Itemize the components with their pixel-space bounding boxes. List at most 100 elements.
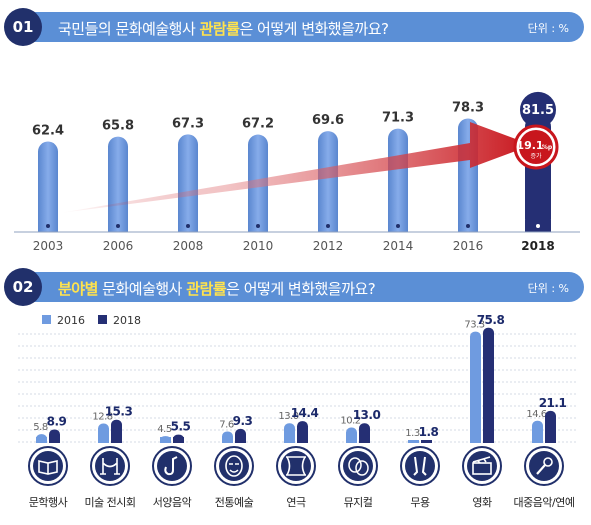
bar-base: [235, 437, 246, 443]
value-label-2016: 7.6: [219, 419, 234, 430]
section2-unit: 단위 : %: [527, 282, 569, 295]
bar-2016: [470, 331, 481, 443]
year-tick-label: 2014: [383, 239, 414, 253]
bar-base: [49, 437, 60, 443]
value-label-2018: 15.3: [105, 405, 133, 419]
legend-label: 2016: [57, 314, 85, 327]
bar-2018: [483, 327, 494, 443]
film-clapper-icon: [462, 446, 502, 486]
field-bar-group: 4.55.5: [157, 420, 191, 443]
bar-base: [421, 440, 432, 443]
trend-value-label: 67.2: [242, 117, 274, 132]
field-bar-group: 10.213.0: [340, 408, 381, 443]
increase-value: 19.1: [516, 139, 543, 152]
value-label-2018: 75.8: [477, 313, 505, 327]
bar-base: [470, 437, 481, 443]
field-category-label: 서양음악: [153, 496, 192, 509]
theater-curtain-icon: [276, 446, 316, 486]
increase-badge: 19.1 %p 증가: [513, 124, 559, 170]
trend-value-label: 78.3: [452, 100, 484, 115]
value-label-2018: 1.8: [419, 425, 439, 439]
bar-base: [359, 437, 370, 443]
section1-title-bar: [28, 12, 584, 42]
bar-base: [222, 437, 233, 443]
value-label-2018: 8.9: [47, 414, 67, 428]
bar-base: [173, 437, 184, 443]
year-tick-label: 2016: [453, 239, 484, 253]
legend-item: 2016: [42, 314, 85, 327]
bar-base: [36, 437, 47, 443]
legend-label: 2018: [113, 314, 141, 327]
trend-bar: [38, 141, 58, 232]
field-category-label: 영화: [472, 496, 492, 509]
bar-base: [297, 437, 308, 443]
field-bar-group: 1.31.8: [405, 425, 439, 443]
trend-bar-group: 78.3: [452, 100, 484, 232]
value-label-2016: 14.6: [526, 409, 546, 420]
value-label-2016: 73.3: [464, 320, 484, 331]
value-label-2016: 4.5: [157, 424, 172, 435]
bar-base: [111, 437, 122, 443]
section1-number-badge: 01: [4, 8, 42, 46]
bar-base: [346, 437, 357, 443]
section1-title: 국민들의 문화예술행사 관람률은 어떻게 변화했을까요?: [58, 20, 389, 38]
year-tick-label: 2010: [243, 239, 274, 253]
trend-bar-dot: [536, 224, 540, 228]
bar-base: [483, 437, 494, 443]
field-category-label: 전통예술: [215, 496, 254, 509]
section2-title: 분야별 문화예술행사 관람률은 어떻게 변화했을까요?: [58, 280, 376, 298]
trend-value-label: 69.6: [312, 113, 344, 128]
trend-bar-dot: [466, 224, 470, 228]
trend-value-label: 65.8: [102, 119, 134, 134]
value-label-2016: 12.8: [92, 412, 112, 423]
increase-unit: %p: [542, 144, 553, 151]
trend-bar-group: 65.8: [102, 119, 134, 232]
section2-title-bar: [28, 272, 584, 302]
field-category-label: 미술 전시회: [84, 496, 135, 509]
highlight-value-bubble: [520, 91, 556, 128]
field-category-label: 무용: [410, 496, 430, 509]
value-label-2018: 14.4: [291, 406, 319, 420]
musical-masks-icon: [338, 446, 378, 486]
legend-swatch: [98, 315, 107, 324]
trend-bar-dot: [46, 224, 50, 228]
year-tick-label: 2003: [33, 239, 64, 253]
value-label-2018: 5.5: [171, 420, 191, 434]
year-tick-label: 2012: [313, 239, 344, 253]
bar-base: [532, 437, 543, 443]
bar-base: [284, 437, 295, 443]
bar-base: [545, 437, 556, 443]
legend-item: 2018: [98, 314, 141, 327]
trend-bar-dot: [396, 224, 400, 228]
traditional-mask-icon: [214, 446, 254, 486]
trend-bar-group: 67.3: [172, 116, 204, 232]
microphone-icon: [524, 446, 564, 486]
value-label-2016: 5.8: [33, 422, 48, 433]
value-label-2018: 13.0: [353, 408, 381, 422]
field-bar-group: 13.014.4: [278, 406, 319, 443]
trend-bar: [178, 134, 198, 232]
increase-label: 증가: [530, 152, 542, 160]
field-bar-group: 7.69.3: [219, 414, 253, 443]
field-bar-group: 14.621.1: [526, 396, 567, 443]
bar-base: [98, 437, 109, 443]
section2-banner: 02 분야별 문화예술행사 관람률은 어떻게 변화했을까요? 단위 : %: [0, 266, 591, 306]
section1-unit: 단위 : %: [527, 22, 569, 35]
viewing-rate-trend-chart: 62.4 65.8 67.3 67.2 69.6 71.3 78.3 81.5 19.1 %…: [14, 91, 580, 253]
trend-bar-dot: [326, 224, 330, 228]
section1-banner: 01 국민들의 문화예술행사 관람률은 어떻게 변화했을까요? 단위 : %: [0, 6, 591, 46]
bar-base: [408, 440, 419, 443]
trend-bar-group: 67.2: [242, 117, 274, 232]
trend-bar-dot: [256, 224, 260, 228]
value-label-2016: 10.2: [340, 415, 360, 426]
increase-arrow: [60, 122, 532, 213]
trend-bar-group: 69.6: [312, 113, 344, 232]
field-bar-group: 73.375.8: [464, 313, 505, 443]
trend-value-label: 62.4: [32, 124, 64, 139]
trend-bar-group: 62.4: [32, 124, 64, 232]
trend-value-label: 81.5: [522, 103, 554, 118]
bar-base: [160, 437, 171, 443]
legend-swatch: [42, 315, 51, 324]
trend-bar-group: 71.3: [382, 111, 414, 232]
trend-bar-dot: [186, 224, 190, 228]
